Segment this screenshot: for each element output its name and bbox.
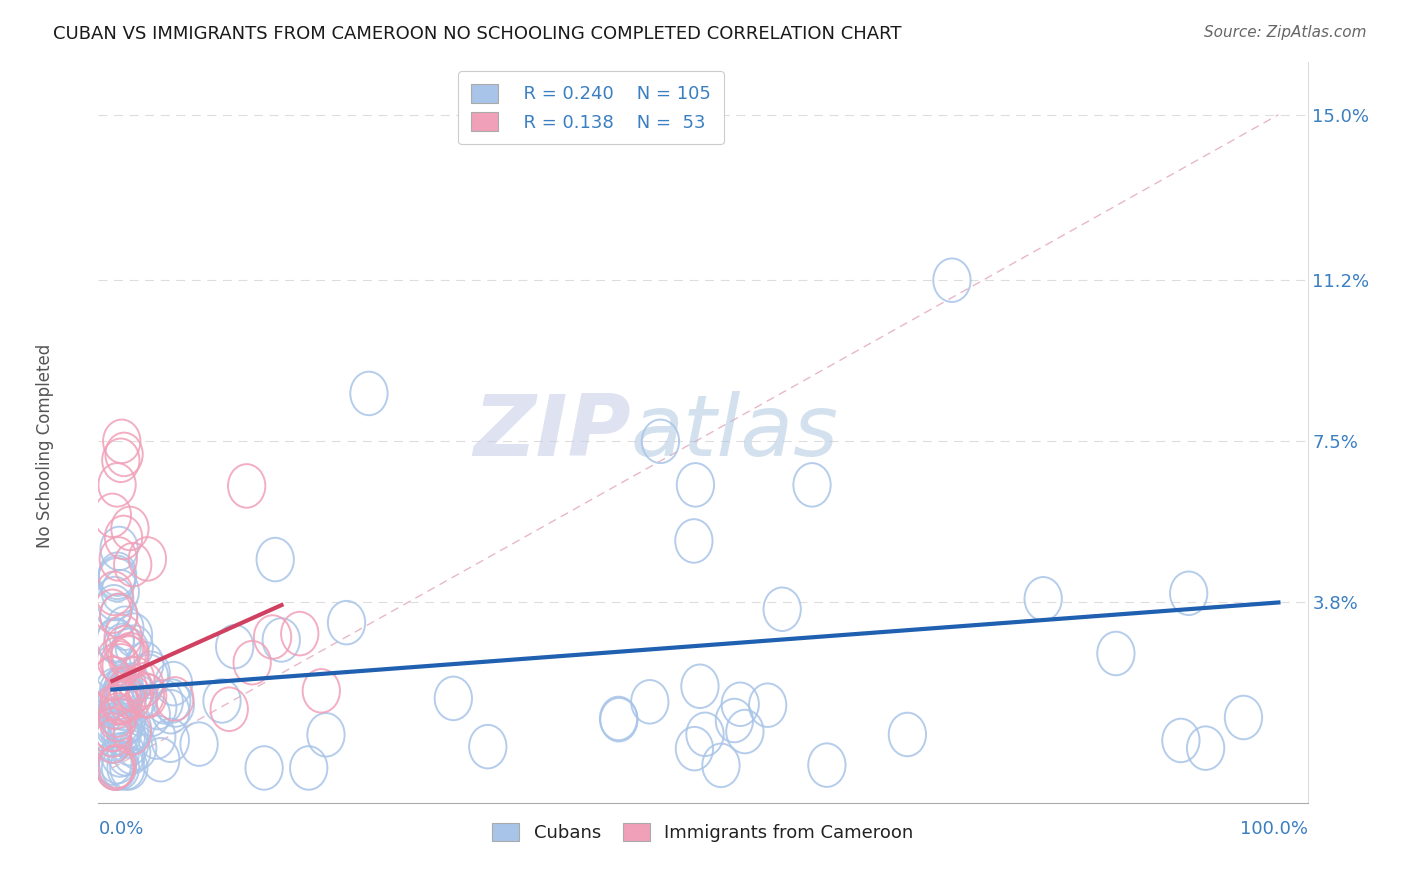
Text: Source: ZipAtlas.com: Source: ZipAtlas.com — [1204, 25, 1367, 40]
Text: 100.0%: 100.0% — [1240, 821, 1308, 838]
Text: 0.0%: 0.0% — [98, 821, 143, 838]
Text: ZIP: ZIP — [472, 391, 630, 475]
Text: atlas: atlas — [630, 391, 838, 475]
Text: CUBAN VS IMMIGRANTS FROM CAMEROON NO SCHOOLING COMPLETED CORRELATION CHART: CUBAN VS IMMIGRANTS FROM CAMEROON NO SCH… — [53, 25, 901, 43]
Legend: Cubans, Immigrants from Cameroon: Cubans, Immigrants from Cameroon — [485, 815, 921, 849]
Text: No Schooling Completed: No Schooling Completed — [37, 344, 53, 548]
